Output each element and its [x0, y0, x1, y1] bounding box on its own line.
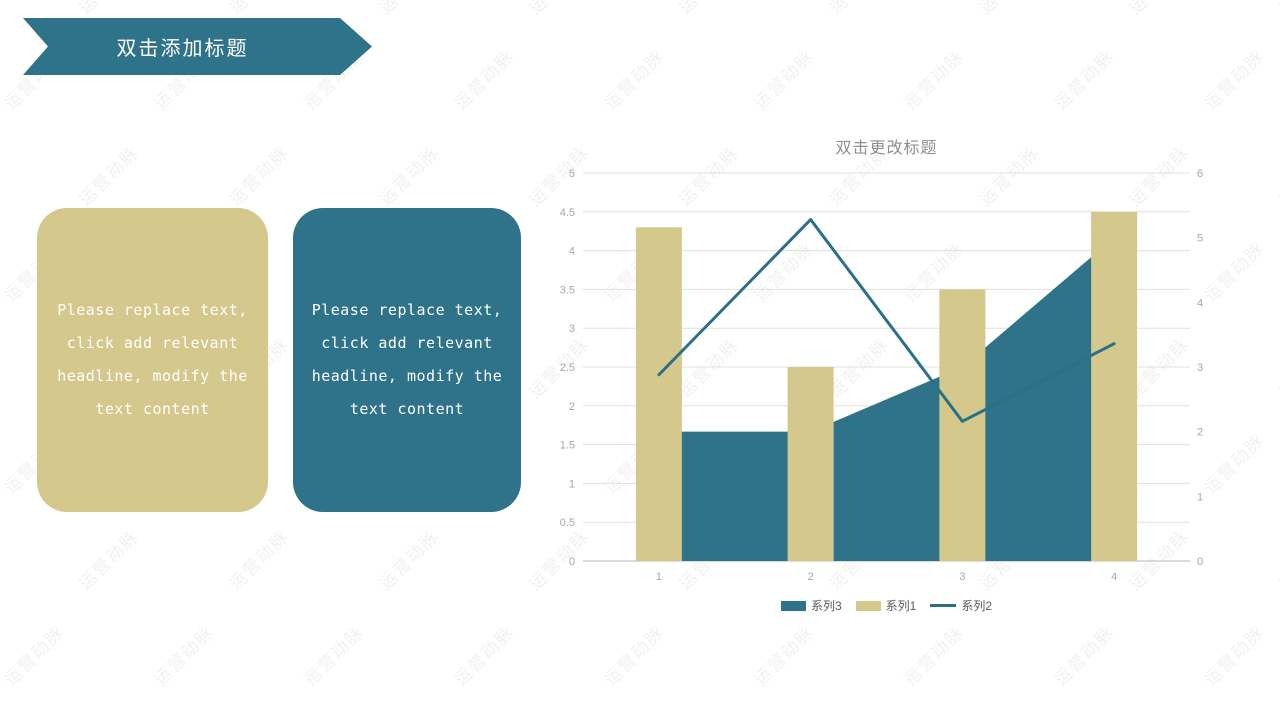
legend-label: 系列2	[961, 599, 993, 613]
right-axis-tick-label: 3	[1197, 362, 1203, 374]
placeholder-text-line: Please replace text,	[57, 301, 248, 319]
x-axis-category-label: 1	[656, 571, 662, 583]
watermark: 运营动脉	[1200, 46, 1269, 114]
watermark: 运营动脉	[1275, 142, 1280, 210]
watermark: 运营动脉	[522, 715, 593, 720]
x-axis-category-label: 4	[1111, 571, 1117, 583]
left-axis-tick-label: 1.5	[560, 440, 575, 452]
slide-title: 双击添加标题	[116, 38, 249, 60]
watermark: 运营动脉	[672, 715, 743, 720]
watermark: 运营动脉	[900, 622, 969, 690]
legend-label: 系列3	[810, 599, 842, 613]
bar	[1091, 211, 1138, 562]
watermark: 运营动脉	[450, 622, 519, 690]
watermark: 运营动脉	[522, 0, 593, 18]
watermark: 运营动脉	[672, 0, 743, 18]
watermark: 运营动脉	[300, 622, 369, 690]
watermark: 运营动脉	[375, 526, 444, 594]
watermark: 运营动脉	[1050, 622, 1119, 690]
watermark: 运营动脉	[375, 142, 444, 210]
watermark: 运营动脉	[600, 46, 669, 114]
watermark: 运营动脉	[600, 622, 669, 690]
legend-swatch-bar	[855, 600, 881, 611]
combo-chart[interactable]: 双击更改标题 0 0.5 1 1.5 2 2.5 3 3.5 4 4.5 5 0 1 2 3 4 5 6 1 2 3 4 …	[546, 126, 1240, 626]
watermark: 运营动脉	[372, 0, 443, 18]
placeholder-text-line: headline, modify the	[311, 367, 503, 385]
watermark: 运营动脉	[1200, 622, 1269, 690]
placeholder-text-line: click add relevant	[66, 334, 239, 352]
bar	[939, 289, 986, 561]
left-axis-tick-label: 2	[569, 401, 575, 413]
right-axis-tick-label: 2	[1197, 427, 1203, 439]
text-box-teal[interactable]: Please replace text, click add relevant he…	[293, 208, 521, 512]
legend-item: 系列1	[855, 597, 917, 614]
legend-label: 系列1	[885, 599, 917, 613]
left-axis-tick-label: 0	[569, 556, 575, 568]
watermark: 运营动脉	[900, 46, 969, 114]
watermark: 运营动脉	[750, 622, 819, 690]
watermark: 运营动脉	[822, 715, 893, 720]
chart-title: 双击更改标题	[835, 140, 938, 157]
watermark: 运营动脉	[972, 0, 1043, 18]
placeholder-text-line: click add relevant	[321, 334, 493, 352]
title-banner[interactable]: 双击添加标题	[23, 18, 372, 75]
placeholder-text-line: text content	[95, 400, 210, 418]
text-box-tan[interactable]: Please replace text, click add relevant he…	[37, 208, 268, 512]
watermark: 运营动脉	[1275, 526, 1280, 594]
watermark: 运营动脉	[222, 715, 293, 720]
watermark: 运营动脉	[75, 526, 144, 594]
legend-swatch-line	[930, 604, 957, 607]
legend-swatch-area	[780, 600, 806, 611]
watermark: 运营动脉	[225, 526, 294, 594]
left-axis-tick-label: 3.5	[560, 284, 575, 296]
watermark: 运营动脉	[72, 715, 143, 720]
bar	[635, 227, 682, 561]
left-axis-tick-label: 5	[569, 168, 575, 180]
watermark: 运营动脉	[1122, 715, 1193, 720]
watermark: 运营动脉	[1275, 334, 1280, 402]
placeholder-text-line: headline, modify the	[57, 367, 248, 385]
legend-item: 系列3	[780, 597, 842, 614]
left-axis-tick-label: 1	[569, 478, 575, 490]
right-axis-tick-label: 0	[1197, 556, 1203, 568]
watermark: 运营动脉	[150, 622, 219, 690]
chart-plot-area: 0 0.5 1 1.5 2 2.5 3 3.5 4 4.5 5 0 1 2 3 4 5 6 1 2 3 4	[560, 168, 1203, 583]
line-series	[657, 218, 1116, 423]
area-series	[658, 237, 1115, 561]
watermark: 运营动脉	[1122, 0, 1193, 18]
watermark: 运营动脉	[75, 142, 144, 210]
right-axis-tick-label: 1	[1197, 491, 1203, 503]
watermark: 运营动脉	[0, 622, 69, 690]
left-axis-tick-label: 4.5	[560, 207, 575, 219]
x-axis-category-label: 2	[808, 571, 814, 583]
right-axis-tick-label: 6	[1197, 168, 1203, 180]
watermark: 运营动脉	[1050, 46, 1119, 114]
watermark: 运营动脉	[822, 0, 893, 18]
x-axis-category-label: 3	[959, 571, 965, 583]
bar	[787, 367, 834, 561]
left-axis-tick-label: 0.5	[560, 517, 575, 529]
watermark: 运营动脉	[450, 46, 519, 114]
right-axis-tick-label: 4	[1197, 297, 1203, 309]
left-axis-tick-label: 3	[569, 323, 575, 335]
watermark: 运营动脉	[72, 0, 143, 18]
left-axis-tick-label: 4	[569, 246, 575, 258]
watermark: 运营动脉	[972, 715, 1043, 720]
watermark: 运营动脉	[225, 142, 294, 210]
legend-item: 系列2	[930, 597, 992, 614]
watermark: 运营动脉	[1272, 0, 1280, 18]
watermark: 运营动脉	[222, 0, 293, 18]
watermark: 运营动脉	[1272, 715, 1280, 720]
watermark: 运营动脉	[372, 715, 443, 720]
right-axis-tick-label: 5	[1197, 233, 1203, 245]
placeholder-text-line: Please replace text,	[311, 301, 503, 319]
placeholder-text-line: text content	[349, 400, 465, 418]
chart-legend: 系列3 系列1 系列2	[583, 597, 1190, 614]
left-axis-tick-label: 2.5	[560, 362, 575, 374]
watermark: 运营动脉	[750, 46, 819, 114]
